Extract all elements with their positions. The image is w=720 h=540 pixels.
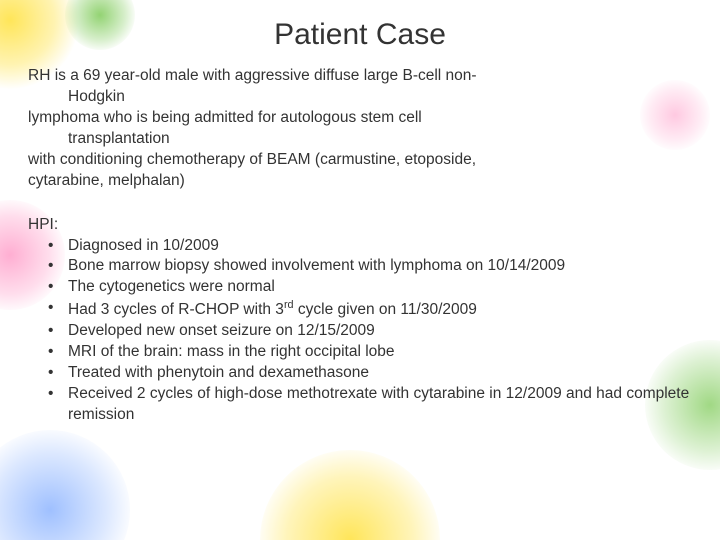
list-item: Had 3 cycles of R-CHOP with 3rd cycle gi…: [48, 298, 692, 321]
decoration-blob: [260, 450, 440, 540]
list-item: Diagnosed in 10/2009: [48, 236, 692, 257]
intro-line: with conditioning chemotherapy of BEAM (…: [28, 150, 692, 171]
list-item: The cytogenetics were normal: [48, 277, 692, 298]
list-item-text: cycle given on 11/30/2009: [294, 301, 477, 318]
ordinal-superscript: rd: [284, 299, 294, 311]
list-item: MRI of the brain: mass in the right occi…: [48, 342, 692, 363]
case-intro: RH is a 69 year-old male with aggressive…: [28, 66, 692, 192]
decoration-blob: [0, 430, 130, 540]
list-item: Received 2 cycles of high-dose methotrex…: [48, 384, 692, 426]
intro-line: Hodgkin: [28, 87, 692, 108]
intro-line: lymphoma who is being admitted for autol…: [28, 108, 692, 129]
intro-line: cytarabine, melphalan): [28, 171, 692, 192]
list-item: Developed new onset seizure on 12/15/200…: [48, 321, 692, 342]
intro-line: RH is a 69 year-old male with aggressive…: [28, 66, 692, 87]
intro-line: transplantation: [28, 129, 692, 150]
list-item: Bone marrow biopsy showed involvement wi…: [48, 256, 692, 277]
hpi-list: Diagnosed in 10/2009 Bone marrow biopsy …: [28, 236, 692, 426]
slide-content: Patient Case RH is a 69 year-old male wi…: [0, 0, 720, 446]
hpi-heading: HPI:: [28, 216, 692, 234]
list-item: Treated with phenytoin and dexamethasone: [48, 363, 692, 384]
list-item-text: Had 3 cycles of R-CHOP with 3: [68, 301, 284, 318]
slide-title: Patient Case: [28, 18, 692, 52]
